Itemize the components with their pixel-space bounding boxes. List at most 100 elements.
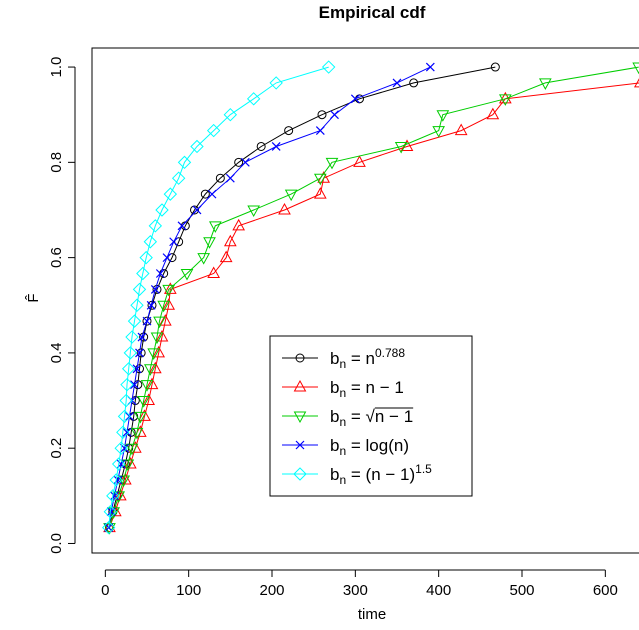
x-axis-label: time bbox=[358, 606, 386, 623]
data-point bbox=[111, 457, 126, 471]
data-point bbox=[148, 219, 163, 233]
data-point bbox=[125, 411, 134, 421]
y-tick-label: 0.2 bbox=[48, 438, 65, 459]
data-point bbox=[155, 330, 169, 342]
data-point bbox=[192, 205, 202, 215]
data-point bbox=[315, 126, 325, 135]
data-point bbox=[325, 157, 339, 170]
data-point bbox=[219, 250, 233, 263]
data-point bbox=[139, 250, 153, 265]
data-point bbox=[190, 139, 204, 154]
data-point bbox=[119, 393, 133, 408]
series-layer bbox=[101, 60, 639, 535]
data-point bbox=[125, 443, 139, 456]
data-point bbox=[103, 504, 118, 519]
data-point bbox=[135, 348, 144, 358]
data-point bbox=[206, 123, 221, 138]
plot-region bbox=[91, 47, 639, 554]
data-point bbox=[127, 314, 142, 328]
data-point bbox=[142, 316, 152, 326]
legend-label: bn = n − 1 bbox=[330, 378, 404, 400]
legend-label: bn = log(n) bbox=[330, 436, 409, 458]
legend-item: bn = √n − 1 bbox=[282, 407, 414, 429]
data-point bbox=[169, 237, 179, 247]
data-point bbox=[136, 348, 146, 358]
data-point bbox=[125, 330, 139, 344]
data-point bbox=[454, 123, 468, 136]
data-point bbox=[207, 189, 217, 199]
legend-swatch-marker bbox=[293, 411, 307, 424]
data-point bbox=[114, 441, 128, 455]
data-point bbox=[223, 107, 238, 122]
legend-swatch-marker bbox=[293, 467, 307, 481]
data-point bbox=[101, 520, 116, 535]
data-point bbox=[117, 409, 132, 424]
data-point bbox=[284, 189, 298, 202]
legend-item: bn = n − 1 bbox=[282, 378, 404, 400]
data-point bbox=[110, 491, 119, 501]
legend-swatch-marker bbox=[295, 440, 305, 450]
data-point bbox=[392, 78, 402, 88]
x-tick-label: 500 bbox=[509, 582, 534, 599]
series-3 bbox=[103, 62, 639, 535]
legend-item: bn = n0.788 bbox=[282, 346, 405, 371]
y-tick-label: 0.4 bbox=[48, 342, 65, 363]
data-point bbox=[153, 316, 166, 329]
data-point bbox=[177, 155, 192, 170]
data-point bbox=[171, 171, 186, 185]
data-point bbox=[132, 282, 147, 297]
data-point bbox=[409, 78, 419, 88]
data-point bbox=[109, 473, 123, 487]
chart-title: Empirical cdf bbox=[319, 3, 426, 22]
data-point bbox=[135, 364, 144, 374]
plot-box bbox=[91, 47, 639, 554]
data-point bbox=[498, 94, 512, 106]
data-point bbox=[200, 189, 210, 199]
series-line bbox=[109, 66, 496, 528]
series-line bbox=[109, 66, 639, 528]
data-point bbox=[177, 221, 187, 231]
data-point bbox=[321, 60, 336, 74]
data-point bbox=[130, 298, 144, 312]
data-point bbox=[425, 62, 435, 72]
data-point bbox=[317, 110, 327, 120]
data-point bbox=[123, 346, 138, 360]
legend-swatch-marker bbox=[293, 379, 307, 392]
data-point bbox=[138, 409, 151, 421]
data-point bbox=[121, 459, 135, 472]
data-point bbox=[269, 76, 283, 90]
data-point bbox=[256, 141, 266, 151]
x-tick-label: 600 bbox=[593, 582, 618, 599]
data-point bbox=[247, 205, 261, 218]
data-point bbox=[158, 314, 172, 326]
legend-item: bn = (n − 1)1.5 bbox=[282, 462, 432, 487]
data-point bbox=[223, 234, 237, 247]
data-point bbox=[150, 332, 164, 345]
legend-item: bn = log(n) bbox=[282, 436, 409, 458]
data-point bbox=[146, 300, 156, 310]
data-point bbox=[180, 268, 194, 281]
data-point bbox=[633, 78, 639, 88]
x-tick-label: 400 bbox=[426, 582, 451, 599]
data-point bbox=[490, 62, 500, 72]
data-point bbox=[271, 142, 281, 151]
data-point bbox=[116, 425, 130, 440]
series-5 bbox=[101, 60, 336, 535]
legend-label: bn = n0.788 bbox=[330, 346, 405, 371]
y-tick-label: 0.8 bbox=[48, 152, 65, 173]
y-axis-label: F̂ bbox=[25, 293, 42, 302]
legend-label: bn = √n − 1 bbox=[330, 407, 413, 429]
data-point bbox=[174, 237, 184, 247]
data-point bbox=[137, 396, 151, 408]
data-point bbox=[130, 427, 144, 440]
data-point bbox=[538, 78, 552, 90]
data-point bbox=[234, 157, 244, 167]
x-tick-label: 0 bbox=[101, 582, 109, 599]
data-point bbox=[240, 157, 250, 167]
data-point bbox=[432, 126, 446, 138]
data-point bbox=[145, 377, 159, 390]
data-point bbox=[486, 107, 500, 120]
data-point bbox=[133, 411, 147, 424]
data-point bbox=[330, 110, 339, 120]
data-point bbox=[436, 110, 450, 122]
